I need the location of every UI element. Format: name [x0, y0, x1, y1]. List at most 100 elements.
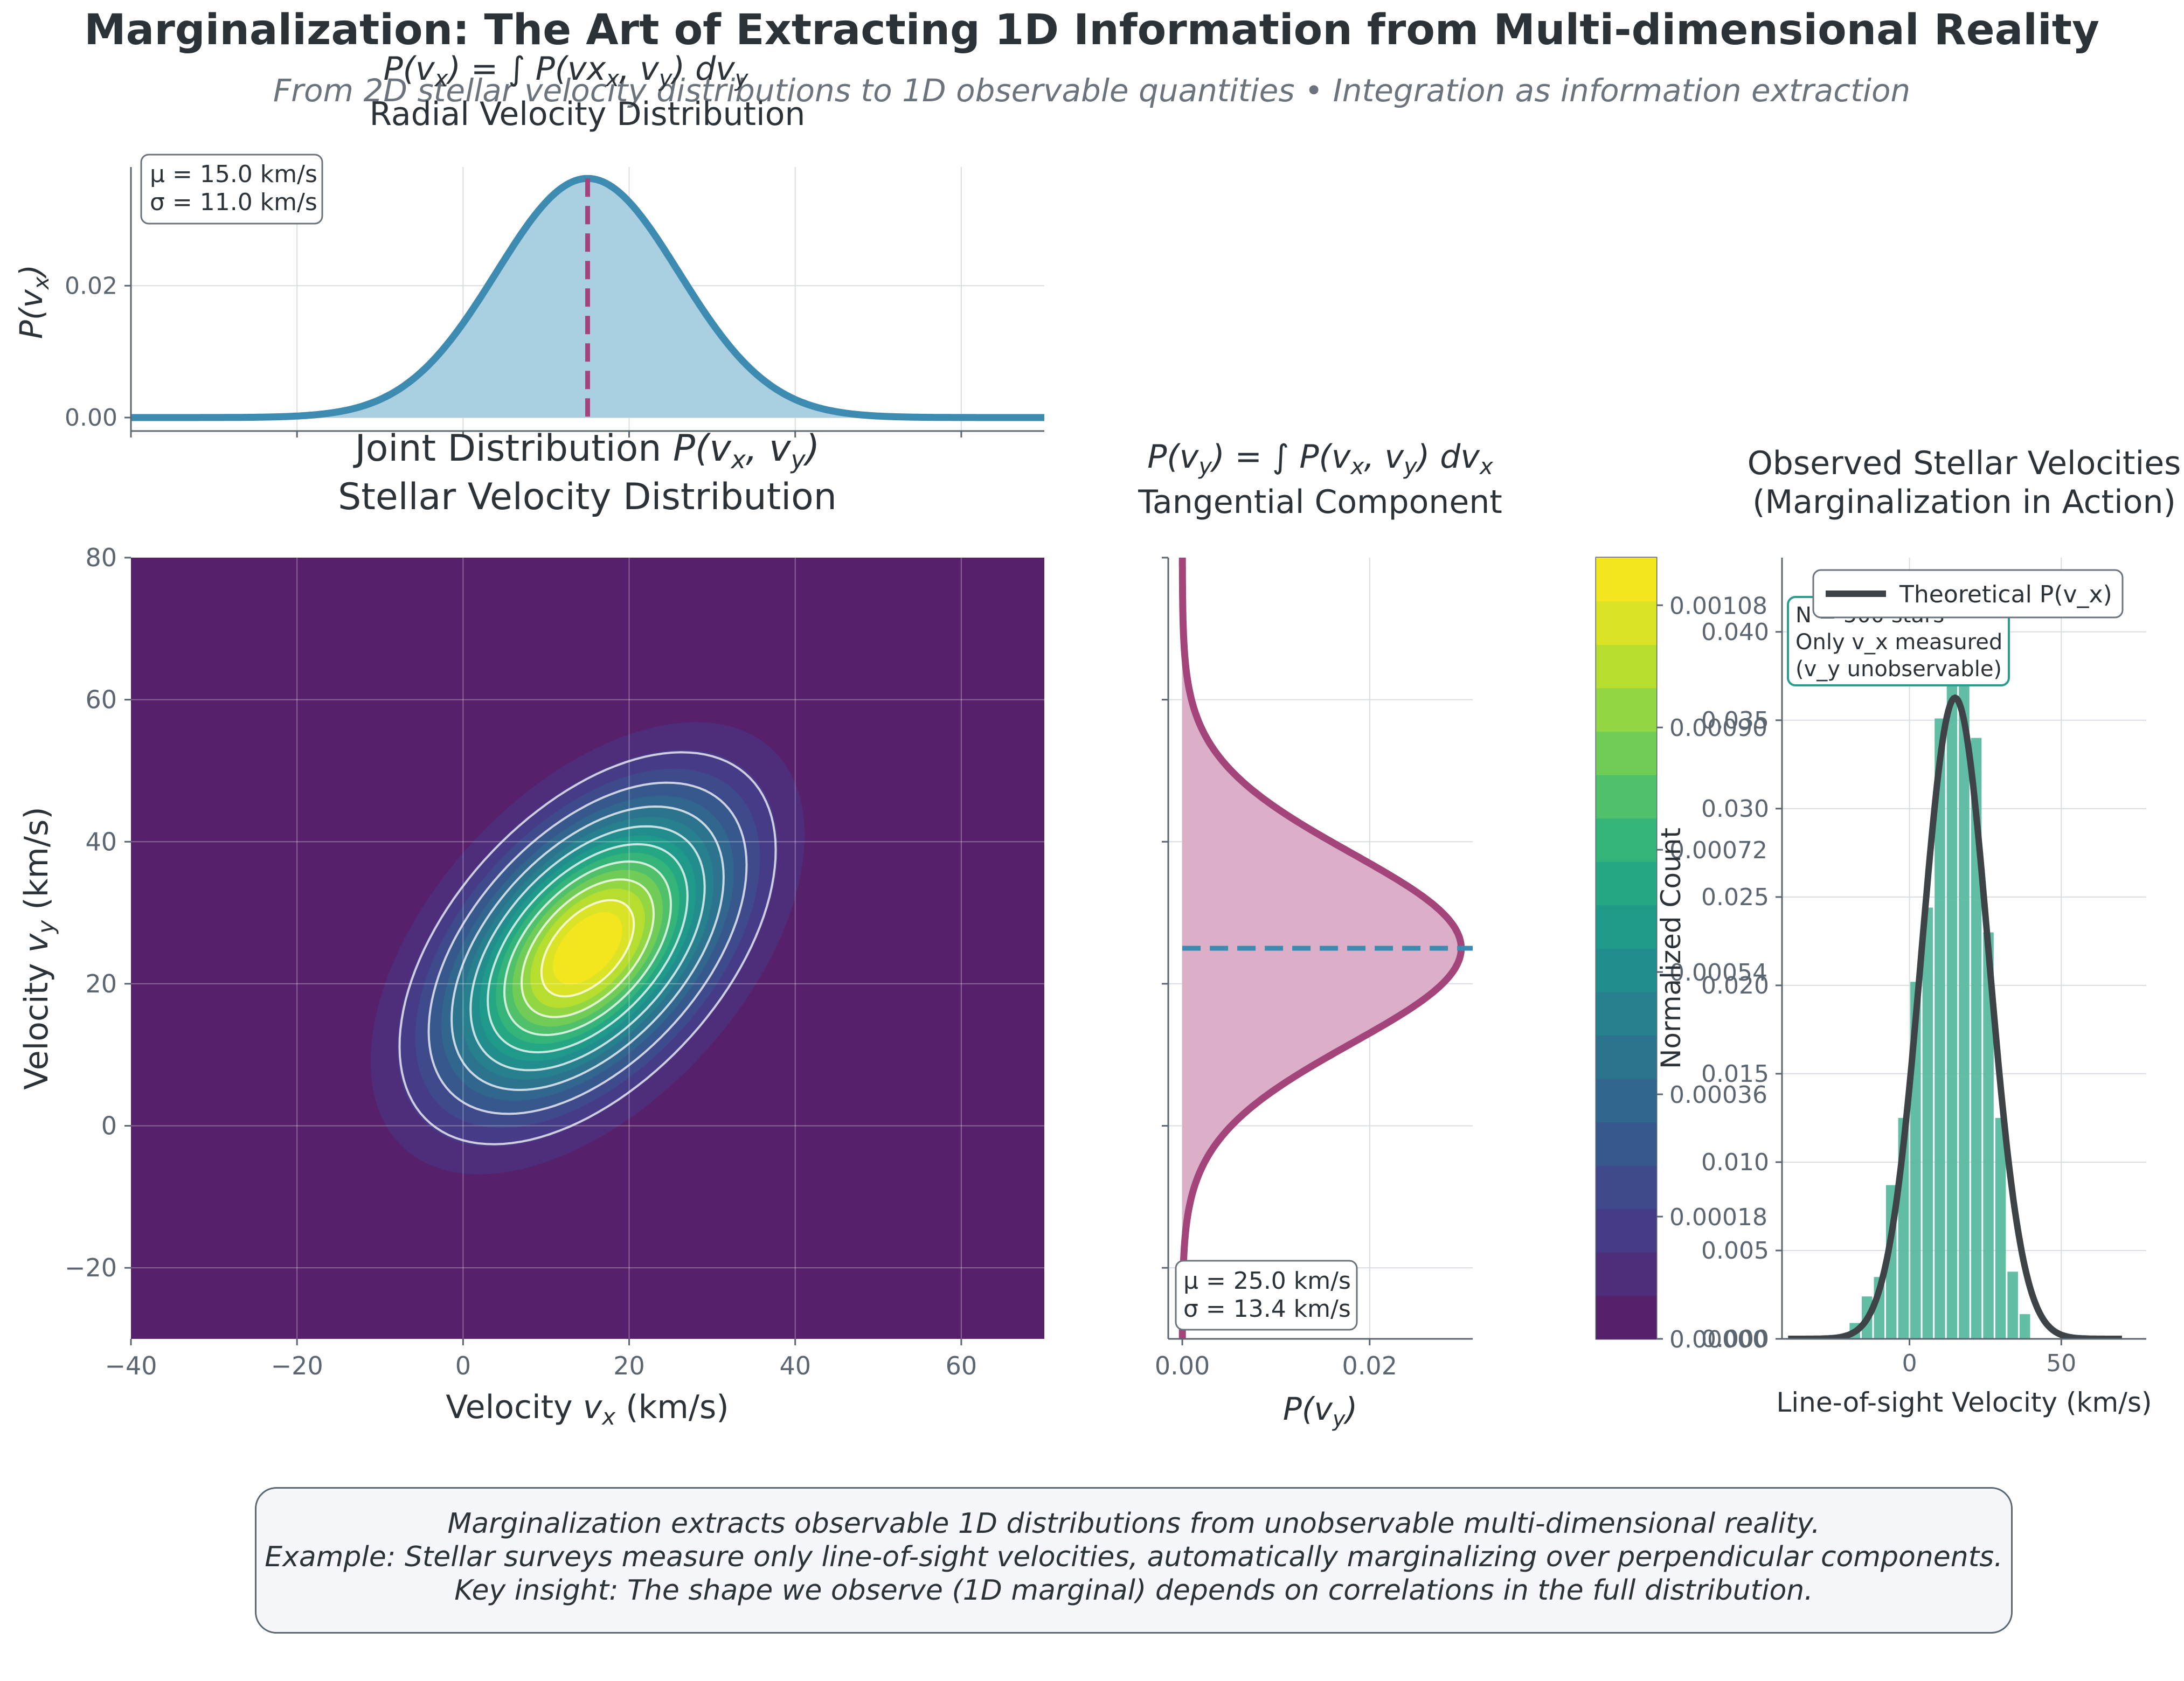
obs-ytick-label: 0.010 [1701, 1149, 1769, 1176]
radial-stats-box: μ = 15.0 km/s σ = 11.0 km/s [140, 154, 323, 225]
colorbar-band [1596, 644, 1656, 689]
obs-panel-title-line1: Observed Stellar Velocities [1748, 444, 2181, 482]
colorbar-tick-label: 0.00018 [1669, 1204, 1767, 1231]
colorbar-band [1596, 601, 1656, 645]
radial-stats-mu: μ = 15.0 km/s [150, 161, 317, 188]
obs-annotation-line3: (v_y unobservable) [1795, 657, 2002, 682]
histogram-bar [1983, 932, 1994, 1339]
histogram-bar [1995, 1117, 2006, 1339]
main-ytick-label: 0 [101, 1112, 117, 1141]
colorbar-band [1596, 1208, 1656, 1253]
main-ytick-label: 40 [85, 827, 117, 856]
figure-title: Marginalization: The Art of Extracting 1… [84, 6, 2099, 54]
colorbar-label: Normalized Count [1655, 828, 1687, 1069]
obs-xticks: 0 50 [1902, 1339, 2076, 1377]
note-line-1: Marginalization extracts observable 1D d… [447, 1508, 1820, 1540]
histogram-bar [1946, 623, 1958, 1339]
main-xtick-label: 60 [946, 1351, 977, 1380]
tangential-stats-sigma: σ = 13.4 km/s [1183, 1295, 1351, 1323]
side-panel-formula: P(vy) = ∫ P(vx, vy) dvx [1147, 438, 1494, 480]
density-contour-line [540, 899, 635, 998]
main-xtick-label: 40 [779, 1351, 811, 1380]
colorbar-band [1596, 558, 1656, 602]
colorbar-band [1596, 1035, 1656, 1079]
obs-xtick-label: 50 [2046, 1350, 2076, 1377]
joint-distribution-panel: Joint Distribution P(vx, vy) Stellar Vel… [18, 427, 1044, 1430]
colorbar-band [1596, 1122, 1656, 1166]
obs-annotation-line2: Only v_x measured [1795, 630, 2002, 655]
colorbar-band [1596, 991, 1656, 1036]
obs-xtick-label: 0 [1902, 1350, 1917, 1377]
colorbar-band [1596, 861, 1656, 906]
histogram-bar [2019, 1314, 2030, 1339]
obs-panel-xlabel: Line-of-sight Velocity (km/s) [1776, 1387, 2152, 1418]
obs-ytick-label: 0.020 [1701, 972, 1769, 999]
theoretical-curve [1788, 694, 2122, 1339]
main-ytick-label: −20 [65, 1253, 117, 1282]
density-level-fill [553, 912, 622, 984]
main-xticks: −40 −20 0 20 40 60 [105, 1339, 977, 1380]
main-xtick-label: 20 [613, 1351, 645, 1380]
main-ytick-label: 80 [85, 543, 117, 572]
density-contour-line [398, 751, 777, 1145]
obs-panel-title-line2: (Marginalization in Action) [1752, 483, 2176, 521]
colorbar-tick-label: 0.00054 [1669, 959, 1767, 987]
colorbar-band [1596, 1165, 1656, 1210]
colorbar-band [1596, 731, 1656, 775]
tangential-marginal-panel: P(vy) = ∫ P(vx, vy) dvx Tangential Compo… [1138, 438, 1502, 1432]
main-xtick-label: −20 [271, 1351, 323, 1380]
main-ytick-label: 60 [85, 685, 117, 714]
main-panel-title-line2: Stellar Velocity Distribution [338, 476, 837, 518]
tangential-stats-mu: μ = 25.0 km/s [1183, 1267, 1351, 1295]
top-ytick-label: 0.00 [65, 404, 117, 432]
obs-ytick-label: 0.000 [1701, 1325, 1769, 1353]
top-yticks: 0.00 0.02 [65, 272, 131, 432]
histogram-bar [1971, 738, 1982, 1339]
colorbar-band [1596, 687, 1656, 732]
radial-stats-sigma: σ = 11.0 km/s [150, 189, 317, 216]
note-line-2: Example: Stellar surveys measure only li… [265, 1541, 2003, 1573]
density-contour-line [469, 825, 706, 1072]
radial-marginal-panel: 0.000.02 P(vx) P(vx) = ∫ P(vxx, vy) dvy … [13, 50, 1044, 437]
figure-subtitle: From 2D stellar velocity distributions t… [273, 72, 1910, 109]
main-yticks: −20 0 20 40 60 80 [65, 543, 131, 1282]
density-contour-line [427, 781, 748, 1115]
top-panel-formula: P(vx) = ∫ P(vxx, vy) dvy [383, 50, 748, 92]
side-ytick-marks [1162, 557, 1168, 1269]
density-contour-line [520, 878, 655, 1018]
histogram-bar [2007, 1272, 2018, 1339]
legend-label: Theoretical P(v_x) [1899, 581, 2112, 608]
main-panel-grid [131, 558, 1044, 1339]
insight-note: Marginalization extracts observable 1D d… [255, 1487, 2013, 1634]
obs-yticks: 0.000 0.005 0.010 0.015 0.020 0.025 0.030 0.035… [1701, 619, 1782, 1353]
colorbar-band [1596, 1295, 1656, 1339]
colorbar-bands [1596, 558, 1656, 1339]
observed-velocities-panel: Observed Stellar Velocities (Marginaliza… [1701, 444, 2181, 1418]
top-xtick-marks [130, 431, 962, 437]
colorbar-tick-label: 0.00036 [1669, 1081, 1767, 1109]
top-panel-title: Radial Velocity Distribution [370, 95, 806, 133]
colorbar-band [1596, 1252, 1656, 1296]
main-panel-xlabel: Velocity vx (km/s) [446, 1388, 729, 1430]
colorbar-tick-label: 0.00000 [1669, 1326, 1767, 1353]
histogram-bar [1959, 672, 1970, 1339]
main-panel-title-line1: Joint Distribution P(vx, vy) [353, 427, 820, 474]
side-xticks: 0.00 0.02 [1155, 1339, 1397, 1380]
obs-legend: Theoretical P(v_x) [1812, 569, 2124, 619]
joint-density-contours [398, 751, 777, 1145]
obs-ytick-label: 0.030 [1701, 795, 1769, 823]
density-contour-line [450, 805, 725, 1092]
colorbar-tick-label: 0.00108 [1669, 592, 1767, 620]
density-contour-line [487, 843, 689, 1054]
colorbar-band [1596, 774, 1656, 819]
side-panel-xlabel: P(vy) [1283, 1391, 1357, 1432]
tangential-stats-box: μ = 25.0 km/s σ = 13.4 km/s [1175, 1260, 1358, 1331]
histogram-bar [1922, 907, 1933, 1339]
colorbar-band [1596, 818, 1656, 862]
obs-annotation-box: N = 500 stars Only v_x measured (v_y uno… [1787, 596, 2010, 686]
main-xtick-label: −40 [105, 1351, 157, 1380]
radial-marginal-curve [131, 175, 1044, 421]
side-xtick-label: 0.00 [1155, 1351, 1210, 1380]
colorbar: 0.00000 0.00018 0.00036 0.00054 0.00072 0.000… [1595, 557, 1767, 1353]
